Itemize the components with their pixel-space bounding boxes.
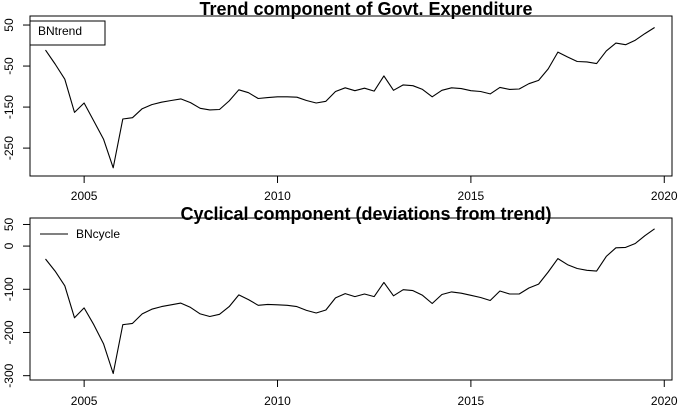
x-tick-label: 2005 <box>71 394 98 408</box>
x-tick-label: 2005 <box>71 189 98 203</box>
x-tick-label: 2020 <box>651 189 678 203</box>
legend-label: BNtrend <box>38 24 82 38</box>
y-tick-label: -150 <box>2 95 16 119</box>
x-tick-label: 2015 <box>458 189 485 203</box>
y-tick-label: 0 <box>2 242 16 249</box>
cycle-panel: Cyclical component (deviations from tren… <box>2 204 678 408</box>
y-tick-label: -300 <box>2 363 16 387</box>
x-tick-label: 2020 <box>651 394 678 408</box>
y-tick-label: 50 <box>2 217 16 231</box>
chart-title: Trend component of Govt. Expenditure <box>199 0 532 19</box>
y-tick-label: -50 <box>2 57 16 75</box>
y-tick-label: -200 <box>2 320 16 344</box>
legend-box <box>29 20 106 46</box>
chart-title: Cyclical component (deviations from tren… <box>180 204 551 224</box>
legend-label: BNcycle <box>76 227 120 241</box>
x-tick-label: 2010 <box>264 394 291 408</box>
plot-frame <box>29 217 673 381</box>
trend-panel: Trend component of Govt. Expenditure 2005… <box>2 0 678 203</box>
series-line-bntrend <box>45 27 655 169</box>
x-tick-label: 2010 <box>264 189 291 203</box>
y-tick-label: -250 <box>2 136 16 160</box>
series-line-bncycle <box>45 228 655 375</box>
y-tick-label: -100 <box>2 277 16 301</box>
y-tick-label: 50 <box>2 18 16 32</box>
x-tick-label: 2015 <box>458 394 485 408</box>
plot-frame <box>29 15 673 177</box>
